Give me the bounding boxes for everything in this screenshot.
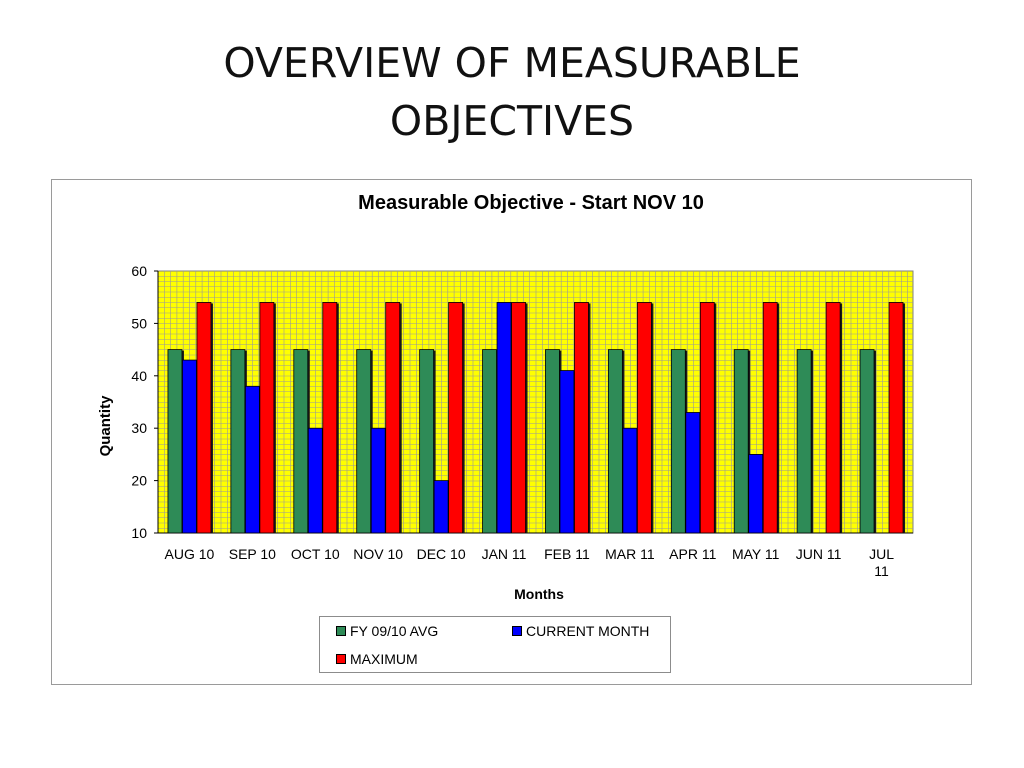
bar-maximum-4 [448,302,464,534]
bar-fy-09-10-avg-2 [293,349,309,534]
slide-title-line-1: OVERVIEW OF MEASURABLE [223,39,801,87]
legend-item-maximum: MAXIMUM [336,651,418,667]
x-tick-label: JUN 11 [796,546,842,562]
bar-chart: Measurable Objective - Start NOV 10 10 20… [97,192,914,602]
bar-current-month-3 [370,427,386,534]
legend-swatch-maximum [336,654,346,664]
bar-maximum-10 [825,302,841,534]
bar-maximum-0 [196,302,212,534]
x-tick-label: NOV 10 [353,546,403,562]
x-tick-label: FEB 11 [544,546,590,562]
x-axis-ticks: AUG 10 SEP 10 OCT 10 NOV 10 DEC 10 JAN 11 FEB … [165,546,895,579]
x-tick-label: AUG 10 [165,546,215,562]
y-axis-label: Quantity [97,395,114,456]
bar-current-month-8 [685,412,701,534]
plot-area [157,270,914,534]
bar-maximum-3 [385,302,401,534]
x-tick-label: JUL 11 [869,546,894,579]
y-tick-label: 30 [131,420,147,436]
bar-maximum-6 [574,302,589,534]
bar-fy-09-10-avg-10 [796,349,812,534]
legend-label-fy-avg: FY 09/10 AVG [350,623,439,639]
x-tick-label: APR 11 [669,546,716,562]
x-tick-label: DEC 10 [417,546,466,562]
legend-item-fy-avg: FY 09/10 AVG [336,623,438,639]
y-tick-label: 60 [131,263,147,279]
bar-current-month-5 [496,302,512,534]
bar-maximum-7 [636,302,652,534]
bar-maximum-5 [511,302,526,534]
slide-title-line-2: OBJECTIVES [389,97,635,145]
x-axis-label: Months [514,586,564,602]
bar-current-month-2 [307,427,323,534]
bar-current-month-9 [748,453,764,534]
bar-fy-09-10-avg-6 [545,349,560,534]
bar-current-month-7 [622,427,638,534]
bar-current-month-0 [182,359,197,534]
x-tick-label: MAR 11 [605,546,655,562]
y-tick-label: 20 [131,473,147,489]
bar-fy-09-10-avg-3 [356,349,372,534]
y-tick-label: 10 [131,525,147,541]
chart-legend: FY 09/10 AVG CURRENT MONTH MAXIMUM [319,616,671,673]
legend-swatch-fy-avg [336,626,346,636]
bar-current-month-6 [559,370,575,534]
x-tick-label: MAY 11 [732,546,780,562]
x-tick-label: SEP 10 [229,546,276,562]
bar-fy-09-10-avg-4 [419,349,435,534]
bar-current-month-1 [244,385,260,534]
bar-fy-09-10-avg-11 [859,349,875,534]
bar-fy-09-10-avg-0 [167,349,183,534]
legend-label-current-month: CURRENT MONTH [526,623,650,639]
legend-swatch-current-month [512,626,522,636]
bar-fy-09-10-avg-1 [230,349,246,534]
bar-maximum-8 [699,302,715,534]
bar-maximum-9 [762,302,778,534]
bar-maximum-2 [322,302,338,534]
bar-fy-09-10-avg-5 [482,349,497,534]
y-axis-ticks: 10 20 30 40 50 60 [131,263,158,541]
legend-item-current-month: CURRENT MONTH [512,623,649,639]
bar-maximum-11 [888,302,904,534]
bar-fy-09-10-avg-8 [670,349,686,534]
bar-fy-09-10-avg-9 [733,349,749,534]
x-tick-label: JAN 11 [482,546,527,562]
bar-fy-09-10-avg-7 [607,349,623,534]
chart-title: Measurable Objective - Start NOV 10 [358,192,704,214]
bar-current-month-4 [433,480,449,534]
bar-maximum-1 [259,302,275,534]
x-tick-label: OCT 10 [291,546,340,562]
legend-label-maximum: MAXIMUM [350,651,418,667]
slide-title: OVERVIEW OF MEASURABLE OBJECTIVES [0,34,1024,150]
bars [167,302,906,534]
y-tick-label: 40 [131,368,147,384]
y-tick-label: 50 [131,315,147,331]
